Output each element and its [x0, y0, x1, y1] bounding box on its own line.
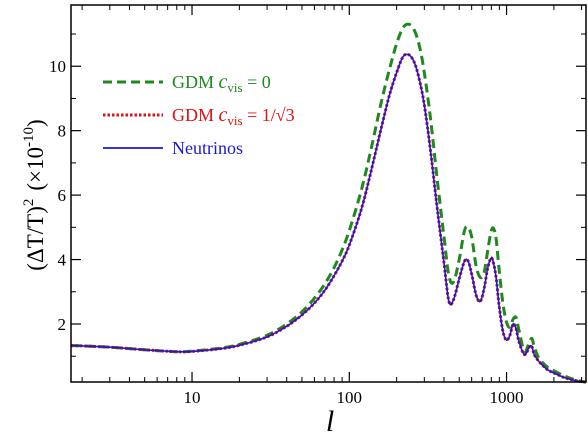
x-axis-title: l	[326, 405, 334, 438]
legend: GDM cvis = 0 GDM cvis = 1/√3 Neutrinos	[103, 71, 295, 158]
y-tick-label: 6	[58, 186, 67, 205]
y-axis-title-factor: (×10	[23, 147, 48, 191]
series-layer	[70, 22, 587, 384]
series-line-gdm0	[70, 22, 587, 384]
y-axis-title-factor-power: -10	[21, 127, 37, 147]
axis-ticks: 10 100 1000 2 4 6 8 10	[49, 5, 586, 407]
series-line-neutrinos	[70, 53, 587, 383]
series-line-gdm13	[70, 52, 587, 384]
y-tick-label: 4	[58, 251, 67, 270]
y-tick-label: 8	[58, 122, 67, 141]
legend-label-gdm0: GDM cvis = 0	[172, 71, 271, 95]
x-tick-label: 100	[337, 388, 363, 407]
y-tick-label: 2	[58, 315, 67, 334]
x-tick-label: 10	[184, 388, 201, 407]
svg-text:(ΔT/T)2(×10-10): (ΔT/T)2 (×10-10)	[21, 119, 48, 270]
plot-frame	[70, 4, 587, 383]
x-tick-label: 1000	[490, 388, 524, 407]
y-axis-title-power: 2	[21, 199, 37, 207]
y-axis-title: (ΔT/T)2 (×10-10)	[21, 119, 48, 270]
y-axis-title-main: (ΔT/T)	[23, 206, 48, 271]
y-axis-title-close: )	[23, 119, 48, 127]
legend-label-gdm13: GDM cvis = 1/√3	[172, 104, 295, 128]
legend-label-neutrinos: Neutrinos	[172, 138, 243, 158]
y-tick-label: 10	[49, 57, 66, 76]
